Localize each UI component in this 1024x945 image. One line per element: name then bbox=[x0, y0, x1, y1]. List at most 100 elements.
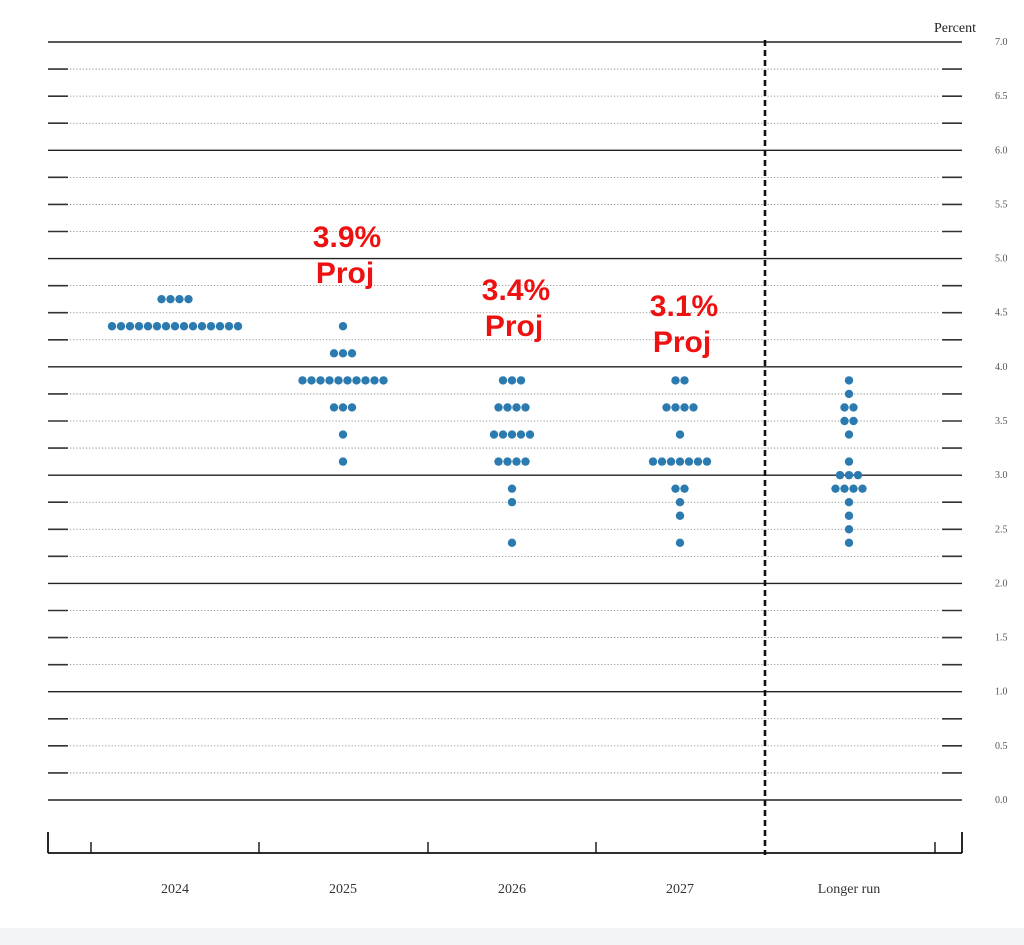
projection-dot bbox=[702, 457, 712, 466]
projection-dot bbox=[107, 322, 117, 331]
projection-dot bbox=[334, 376, 343, 385]
dot-layer bbox=[107, 294, 867, 548]
projection-dot bbox=[680, 484, 689, 493]
projection-dot bbox=[170, 322, 180, 331]
y-tick-label: 4.0 bbox=[995, 362, 1008, 373]
projection-dot bbox=[844, 376, 854, 385]
projection-dot bbox=[689, 403, 698, 412]
projection-dot bbox=[157, 294, 166, 304]
projection-dot bbox=[166, 294, 175, 304]
projection-dot bbox=[840, 403, 849, 412]
projection-dot bbox=[494, 457, 503, 466]
projection-dot bbox=[347, 349, 357, 358]
projection-dot bbox=[648, 457, 658, 466]
projection-dot bbox=[338, 457, 348, 466]
projection-dot bbox=[184, 294, 193, 304]
projection-dot bbox=[343, 376, 352, 385]
x-category-label: 2024 bbox=[161, 882, 189, 897]
projection-dot bbox=[307, 376, 316, 385]
annotation-label: Proj bbox=[316, 257, 374, 290]
y-tick-label: 3.5 bbox=[995, 416, 1008, 427]
projection-dot bbox=[849, 403, 858, 412]
projection-dot bbox=[853, 470, 863, 480]
y-tick-label: 5.5 bbox=[995, 199, 1008, 210]
projection-dot bbox=[134, 322, 144, 331]
projection-dot bbox=[671, 484, 680, 493]
projection-dot bbox=[379, 376, 388, 385]
projection-dot bbox=[507, 484, 517, 493]
projection-dot bbox=[507, 430, 517, 439]
projection-dot bbox=[849, 484, 858, 493]
projection-dot bbox=[844, 498, 854, 507]
projection-dot bbox=[361, 376, 370, 385]
projection-dot bbox=[215, 322, 225, 331]
projection-dot bbox=[844, 525, 854, 534]
y-tick-label: 2.0 bbox=[995, 578, 1008, 589]
annotation-label: Proj bbox=[653, 326, 711, 359]
projection-dot bbox=[329, 403, 339, 412]
annotation-value: 3.4% bbox=[482, 274, 550, 307]
y-tick-label: 1.0 bbox=[995, 687, 1008, 698]
projection-dot bbox=[224, 322, 234, 331]
projection-dot bbox=[844, 470, 854, 480]
projection-dot bbox=[662, 403, 671, 412]
annotation-value: 3.9% bbox=[313, 221, 381, 254]
projection-dot bbox=[666, 457, 676, 466]
projection-dot bbox=[197, 322, 207, 331]
projection-dot bbox=[671, 403, 680, 412]
x-category-label: 2026 bbox=[498, 882, 526, 897]
projection-dot bbox=[675, 538, 685, 548]
projection-dot bbox=[844, 389, 854, 399]
projection-dot bbox=[512, 403, 521, 412]
projection-dot bbox=[507, 498, 517, 507]
y-tick-label: 7.0 bbox=[995, 37, 1008, 48]
projection-dot bbox=[831, 484, 840, 493]
projection-dot bbox=[844, 430, 854, 439]
projection-dot bbox=[507, 376, 517, 385]
projection-dot bbox=[657, 457, 667, 466]
projection-dot bbox=[503, 403, 512, 412]
projection-dot bbox=[161, 322, 171, 331]
projection-dot bbox=[858, 484, 867, 493]
projection-dot bbox=[844, 538, 854, 548]
projection-dot bbox=[684, 457, 694, 466]
projection-dot bbox=[680, 403, 689, 412]
y-tick-label: 6.0 bbox=[995, 145, 1008, 156]
projection-dot bbox=[675, 457, 685, 466]
projection-dot bbox=[675, 511, 685, 520]
projection-dot bbox=[206, 322, 216, 331]
y-tick-label: 4.5 bbox=[995, 308, 1008, 319]
projection-dot bbox=[338, 430, 348, 439]
projection-dot bbox=[329, 349, 339, 358]
projection-dot bbox=[498, 430, 508, 439]
bottom-band bbox=[0, 928, 1024, 945]
projection-dot bbox=[521, 403, 530, 412]
projection-dot bbox=[489, 430, 499, 439]
projection-dot bbox=[512, 457, 521, 466]
projection-dot bbox=[316, 376, 325, 385]
projection-dot bbox=[675, 430, 685, 439]
projection-dot bbox=[347, 403, 357, 412]
y-axis-unit-label: Percent bbox=[934, 21, 976, 36]
x-category-label: 2025 bbox=[329, 882, 357, 897]
projection-dot bbox=[525, 430, 535, 439]
y-tick-label: 6.5 bbox=[995, 91, 1008, 102]
grid-layer bbox=[48, 41, 962, 801]
projection-dot bbox=[840, 416, 849, 426]
projection-dot bbox=[849, 416, 858, 426]
projection-dot bbox=[835, 470, 845, 480]
axis-layer: 0.0 0.5 1.0 1.5 2.0 2.5 3.0 3.5 4.0 4.5 5.0 5.5 6.0 6… bbox=[47, 37, 1008, 897]
projection-dot bbox=[233, 322, 243, 331]
projection-dot bbox=[179, 322, 189, 331]
projection-dot bbox=[844, 457, 854, 466]
projection-dot bbox=[175, 294, 184, 304]
y-tick-label: 0.0 bbox=[995, 795, 1008, 806]
y-tick-label: 2.5 bbox=[995, 524, 1008, 535]
projection-dot bbox=[503, 457, 512, 466]
projection-dot bbox=[494, 403, 503, 412]
projection-dot bbox=[298, 376, 307, 385]
projection-dot bbox=[844, 511, 854, 520]
projection-dot bbox=[338, 403, 348, 412]
